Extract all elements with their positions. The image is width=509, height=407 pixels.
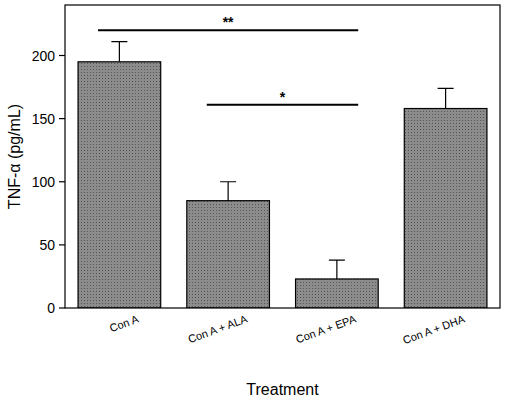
x-tick-label: Con A + DHA: [401, 312, 467, 346]
y-tick-label: 200: [32, 48, 56, 64]
x-axis-label: Treatment: [246, 381, 319, 398]
y-tick: [59, 244, 65, 245]
error-bar: [438, 88, 454, 108]
plot-area: [78, 42, 487, 308]
bar: [187, 201, 270, 308]
error-bar: [329, 260, 345, 279]
y-tick: [59, 181, 65, 182]
y-tick: [59, 118, 65, 119]
significance-label: **: [223, 14, 234, 30]
error-bar: [220, 182, 236, 201]
y-tick: [59, 55, 65, 56]
x-tick-label: Con A: [108, 312, 141, 334]
y-tick-label: 150: [32, 111, 56, 127]
x-tick-label: Con A + EPA: [294, 312, 358, 345]
error-bar: [111, 42, 127, 62]
significance-label: *: [280, 89, 286, 105]
bar: [404, 109, 487, 308]
y-axis-label: TNF-α (pg/mL): [6, 104, 23, 209]
bar: [78, 62, 161, 308]
y-tick-label: 0: [47, 300, 55, 316]
chart-svg: 0 50 100 150 200 Con A Con A + ALA Con A + EPA C…: [0, 0, 509, 407]
y-tick: [59, 307, 65, 308]
frame: [65, 5, 500, 308]
bar: [296, 279, 379, 308]
x-tick-label: Con A + ALA: [186, 312, 249, 345]
y-tick-label: 100: [32, 174, 56, 190]
y-tick-label: 50: [39, 237, 55, 253]
chart-container: 0 50 100 150 200 Con A Con A + ALA Con A + EPA C…: [0, 0, 509, 407]
